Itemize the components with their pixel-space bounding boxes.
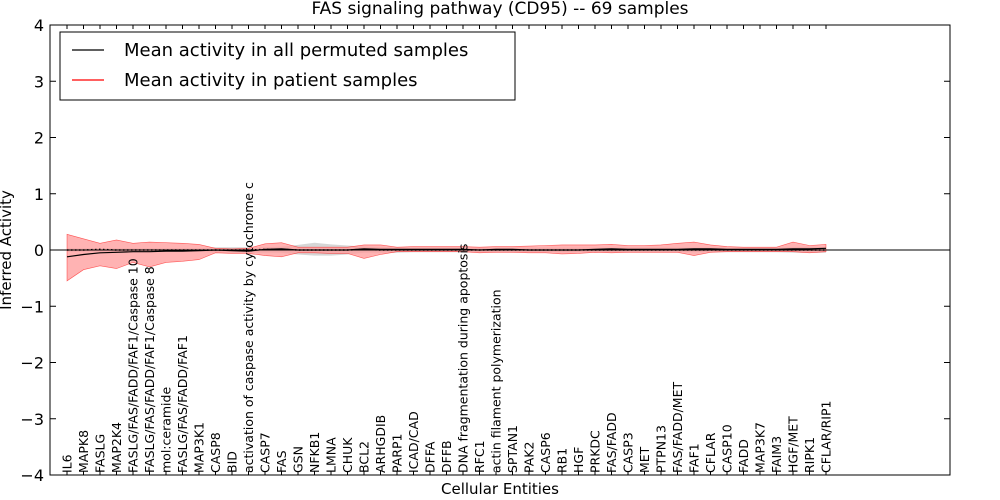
x-tick-label: CASP7 (258, 432, 273, 473)
legend[interactable]: Mean activity in all permuted samples Me… (59, 31, 516, 101)
x-tick-label: MAPK8 (76, 430, 91, 473)
x-tick-label: CHUK (340, 437, 355, 473)
x-tick-label: LMNA (324, 437, 339, 473)
x-tick-label: CASP8 (208, 432, 223, 473)
line-permuted (67, 248, 826, 251)
y-tick-label: 3 (34, 72, 44, 91)
x-tick-label: CASP6 (538, 432, 553, 473)
x-tick-label: FASLG/FAS/FADD/FAF1 (175, 335, 190, 473)
x-tick-label: BCL2 (357, 441, 372, 473)
y-tick-label: −1 (20, 297, 44, 316)
x-tick-label: GSN (291, 446, 306, 473)
x-tick-label: FAS/FADD (604, 412, 619, 473)
legend-box (59, 31, 516, 101)
plot-area (50, 233, 950, 282)
x-tick-label: PTPN13 (654, 425, 669, 473)
x-tick-label: ARHGDIB (373, 415, 388, 473)
x-tick-label: PARP1 (390, 434, 405, 473)
y-tick-label: 0 (34, 241, 44, 260)
x-tick-label: FASLG/FAS/FADD/FAF1/Caspase 8 (142, 266, 157, 473)
x-tick-label: FAIM3 (769, 436, 784, 473)
x-tick-label: HGF/MET (786, 416, 801, 473)
y-tick-label: −2 (20, 354, 44, 373)
x-tick-label: MAP2K4 (109, 422, 124, 473)
x-tick-label: FASLG/FAS/FADD/FAF1/Caspase 10 (126, 258, 141, 473)
x-tick-label: DNA fragmentation during apoptosis (456, 244, 471, 473)
x-tick-label: HGF (571, 447, 586, 473)
x-tick-label: FAS/FADD/MET (670, 382, 685, 473)
x-tick-label: MAP3K1 (192, 422, 207, 473)
x-tick-label: CASP10 (720, 424, 735, 473)
x-tick-label: FAF1 (687, 443, 702, 473)
x-tick-label: FAS (274, 450, 289, 473)
y-tick-label: 2 (34, 129, 44, 148)
x-tick-label: RIPK1 (802, 437, 817, 473)
x-tick-label: CFLAR/RIP1 (819, 401, 834, 473)
x-tick-label: DFFB (439, 440, 454, 473)
x-tick-label: PRKDC (588, 430, 603, 473)
y-axis-label: Inferred Activity (0, 190, 15, 310)
line-patient (66, 247, 827, 258)
band-patient (66, 233, 827, 282)
x-tick-label: BID (225, 451, 240, 473)
y-tick-label: 4 (34, 16, 44, 35)
x-tick-label: ICAD/CAD (406, 411, 421, 473)
x-tick-label: mol:ceramide (159, 387, 174, 473)
x-tick-label: PAK2 (522, 442, 537, 473)
legend-label-patient: Mean activity in patient samples (124, 70, 418, 91)
x-axis-label: Cellular Entities (441, 480, 559, 498)
x-tick-label: CFLAR (703, 432, 718, 473)
x-tick-label: SPTAN1 (505, 425, 520, 473)
chart-title: FAS signaling pathway (CD95) -- 69 sampl… (311, 0, 688, 19)
x-tick-label: DFFA (423, 441, 438, 473)
x-tick-label: FASLG (93, 434, 108, 473)
axes: 4 3 2 1 0 −1 −2 −3 −4 (20, 16, 950, 485)
x-tick-label: FADD (736, 439, 751, 473)
legend-label-permuted: Mean activity in all permuted samples (124, 40, 468, 61)
x-tick-label: MET (637, 446, 652, 473)
y-tick-label: 1 (34, 185, 44, 204)
x-tick-labels: IL6 MAPK8 FASLG MAP2K4 FASLG/FAS/FADD/FAF1/C… (60, 182, 834, 473)
x-tick-label: RFC1 (472, 440, 487, 473)
x-tick-label: NFKB1 (307, 432, 322, 473)
x-tick-label: IL6 (60, 454, 75, 473)
x-tick-label: RB1 (555, 448, 570, 473)
x-tick-label: activation of caspase activity by cytoch… (241, 182, 256, 473)
x-tick-label: CASP3 (621, 432, 636, 473)
y-tick-label: −3 (20, 410, 44, 429)
x-tick-label: actin filament polymerization (489, 289, 504, 473)
y-tick-label: −4 (20, 466, 44, 485)
x-tick-label: MAP3K7 (753, 422, 768, 473)
